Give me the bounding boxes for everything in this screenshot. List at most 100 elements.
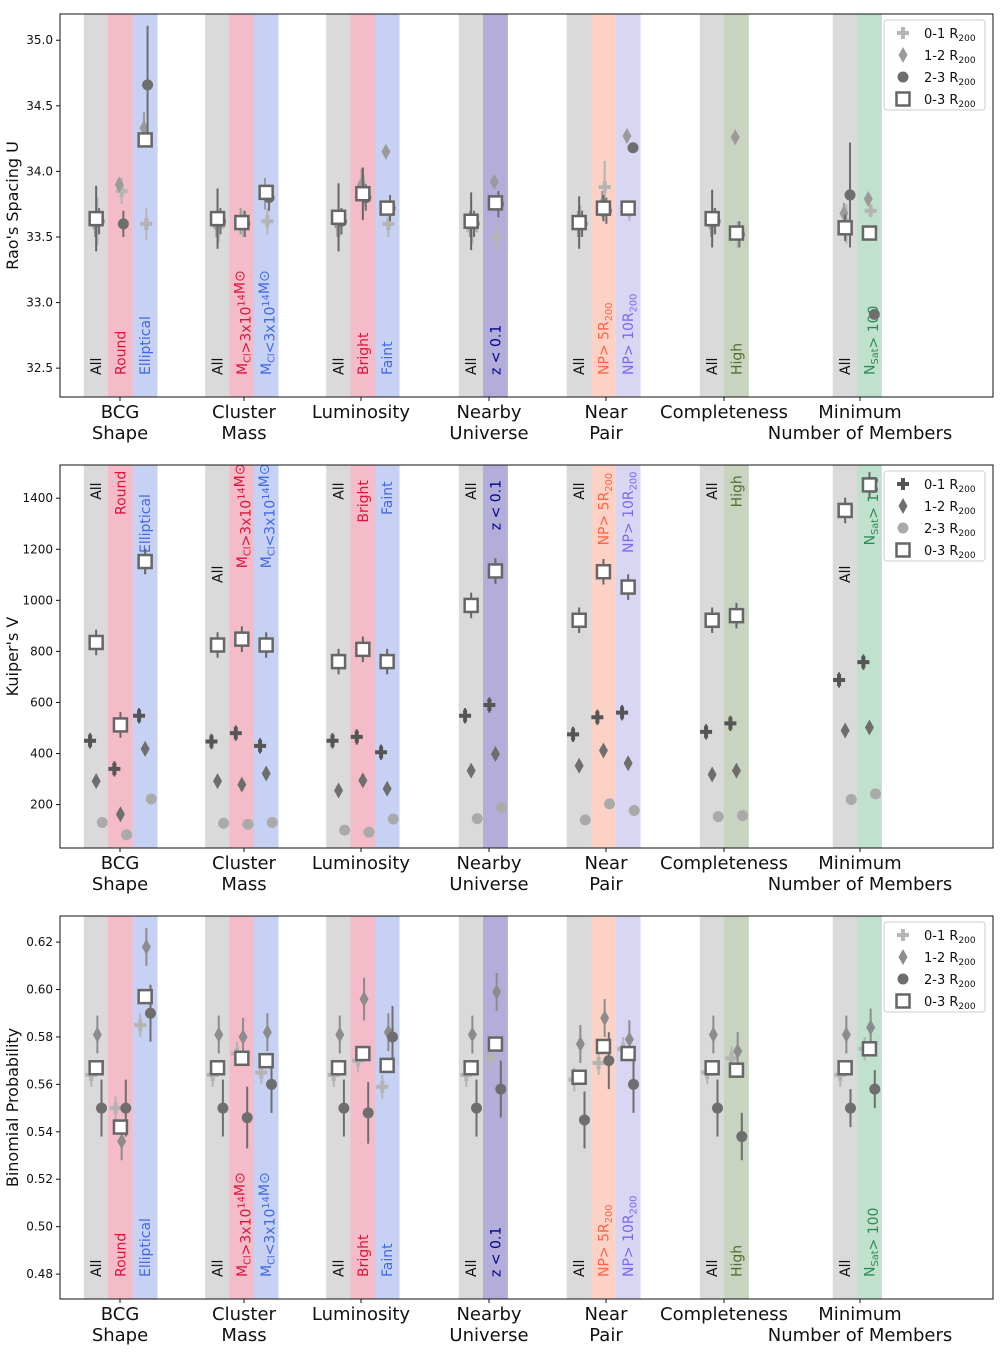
data-point <box>861 477 878 493</box>
data-point <box>591 711 604 724</box>
data-point <box>334 782 344 799</box>
data-point <box>471 813 483 825</box>
data-point <box>330 1060 347 1076</box>
data-point <box>728 607 745 624</box>
data-point <box>628 804 640 816</box>
data-point <box>335 1026 345 1043</box>
y-tick-label: 0.60 <box>26 983 53 997</box>
subsample-label: All <box>332 482 348 499</box>
data-point <box>844 1102 856 1114</box>
subsample-label: Faint <box>380 341 396 375</box>
y-tick-label: 33.0 <box>26 296 53 310</box>
data-point <box>137 132 153 148</box>
data-point <box>363 826 375 838</box>
panel-1: All Round Elliptical All MCl>3x1014M⊙MCl<3x1… <box>3 13 994 444</box>
group-label-line2: Universe <box>449 1325 528 1346</box>
data-point <box>214 1026 224 1043</box>
data-point <box>708 1026 718 1043</box>
y-tick-label: 0.62 <box>26 935 53 949</box>
data-point <box>700 725 713 738</box>
data-point <box>91 773 101 790</box>
data-point <box>487 1036 504 1052</box>
subsample-label: All <box>572 358 588 375</box>
band-11 <box>566 464 592 849</box>
data-point <box>845 793 857 805</box>
data-point <box>724 717 737 730</box>
group-label: Cluster <box>212 402 276 423</box>
legend-box <box>883 470 986 562</box>
subsample-label: z < 0.1 <box>488 325 504 375</box>
y-axis-label: Kuiper's V <box>3 617 22 697</box>
group-label: Minimum <box>818 1304 901 1325</box>
group-label: Near <box>585 853 629 874</box>
data-point <box>258 184 274 201</box>
data-point <box>142 79 154 91</box>
data-point <box>218 817 230 829</box>
data-point <box>571 1069 587 1086</box>
legend-marker <box>895 542 911 558</box>
data-point <box>866 1019 876 1036</box>
data-point <box>730 129 740 146</box>
legend-marker <box>897 929 909 941</box>
data-point <box>137 988 153 1005</box>
subsample-label: All <box>705 1260 721 1277</box>
group-label-line2: Mass <box>221 423 266 444</box>
data-point <box>95 1102 107 1114</box>
data-point <box>627 1078 639 1090</box>
data-point <box>737 810 749 822</box>
y-tick-label: 32.5 <box>26 361 53 375</box>
legend-marker <box>898 498 908 514</box>
data-point <box>575 1036 585 1053</box>
panel-3: All Round Elliptical All MCl>3x1014M⊙MCl<3x1… <box>3 915 994 1346</box>
axes-frame <box>59 464 994 849</box>
data-point <box>841 1026 851 1043</box>
data-point <box>140 740 150 757</box>
data-point <box>330 653 347 670</box>
group-label: Cluster <box>212 1304 276 1325</box>
data-point <box>492 983 502 1000</box>
group-label-line2: Universe <box>449 423 528 444</box>
subsample-label: All <box>705 358 721 375</box>
data-point <box>330 209 347 226</box>
data-point <box>837 1060 853 1076</box>
data-point <box>108 762 121 775</box>
data-point <box>376 1080 389 1093</box>
y-tick-label: 800 <box>30 644 53 658</box>
data-point <box>833 673 846 686</box>
band-16 <box>832 13 858 398</box>
legend-label: 0-1 R200 <box>924 27 976 44</box>
data-point <box>711 1102 723 1114</box>
data-point <box>350 730 363 743</box>
data-point <box>595 200 612 216</box>
data-point <box>861 225 878 241</box>
data-point <box>728 1062 745 1078</box>
data-point <box>603 1055 615 1067</box>
subsample-label: MCl>3x1014M⊙ <box>233 1172 255 1277</box>
subsample-label: NP> 10R200 <box>621 294 640 375</box>
subsample-label: NP> 10R200 <box>621 472 640 553</box>
data-point <box>704 1060 720 1076</box>
data-point <box>355 1045 371 1062</box>
data-point <box>229 727 242 740</box>
data-point <box>571 612 587 628</box>
axes-frame <box>59 915 994 1300</box>
legend: 0-1 R200 1-2 R200 2-3 R200 0-3 R200 <box>883 921 986 1013</box>
data-point <box>616 706 629 719</box>
data-point <box>620 1045 636 1062</box>
band-5 <box>253 915 279 1300</box>
group-label: Nearby <box>456 402 521 423</box>
data-point <box>495 1083 507 1095</box>
data-point <box>112 717 129 733</box>
y-tick-label: 0.50 <box>26 1220 53 1234</box>
legend-label: 1-2 R200 <box>924 500 976 517</box>
subsample-label: All <box>211 566 227 583</box>
data-point <box>484 1052 497 1065</box>
data-point <box>238 1028 248 1045</box>
data-point <box>483 699 496 712</box>
data-point <box>574 757 584 774</box>
group-label-line2: Number of Members <box>768 1325 953 1346</box>
data-point <box>338 1102 350 1114</box>
data-point <box>254 739 267 752</box>
y-tick-label: 1400 <box>22 491 53 505</box>
data-point <box>571 214 587 231</box>
